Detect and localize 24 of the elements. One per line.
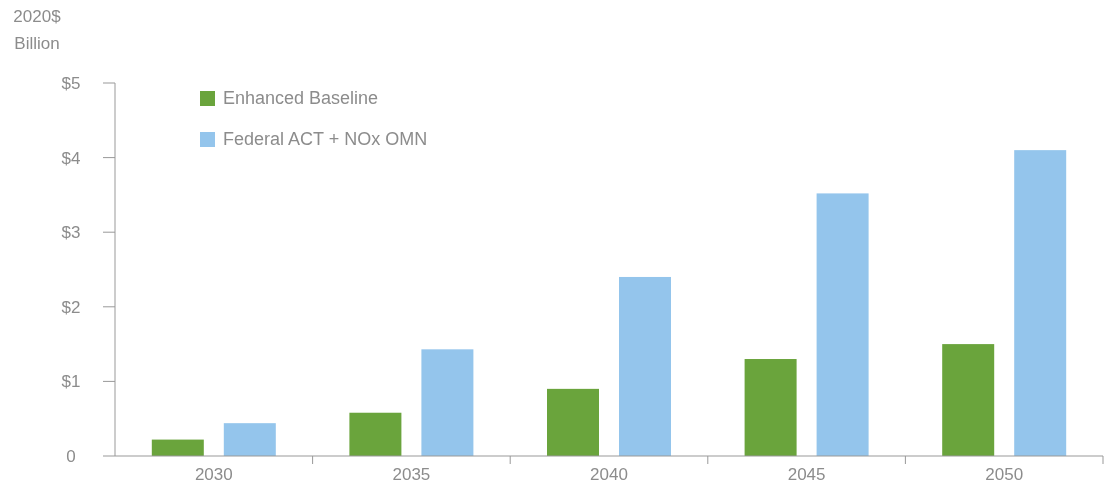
bar <box>816 193 869 456</box>
bar <box>1014 150 1067 456</box>
x-tick-label: 2050 <box>985 465 1024 484</box>
bar <box>744 359 797 456</box>
x-tick-label: 2030 <box>194 465 233 484</box>
bar <box>349 412 402 456</box>
bar <box>151 439 204 456</box>
legend-label: Enhanced Baseline <box>223 88 379 109</box>
bar <box>619 276 671 456</box>
legend-label: Federal ACT + NOx OMN <box>223 129 428 150</box>
x-tick-label: 2035 <box>392 465 431 484</box>
bar <box>421 349 474 456</box>
y-tick-label: $4 <box>61 148 81 168</box>
y-axis-title: 2020$ Billion <box>13 7 62 53</box>
y-tick-label: $2 <box>61 297 81 317</box>
y-tick-label: $1 <box>61 372 81 392</box>
y-tick-label: 0 <box>66 446 76 466</box>
bar <box>223 423 276 456</box>
bar <box>942 344 995 456</box>
y-tick-label: $5 <box>61 73 81 93</box>
x-tick-label: 2040 <box>590 465 628 484</box>
bar <box>547 388 599 456</box>
x-tick-label: 2045 <box>787 465 826 484</box>
y-tick-label: $3 <box>61 223 81 243</box>
